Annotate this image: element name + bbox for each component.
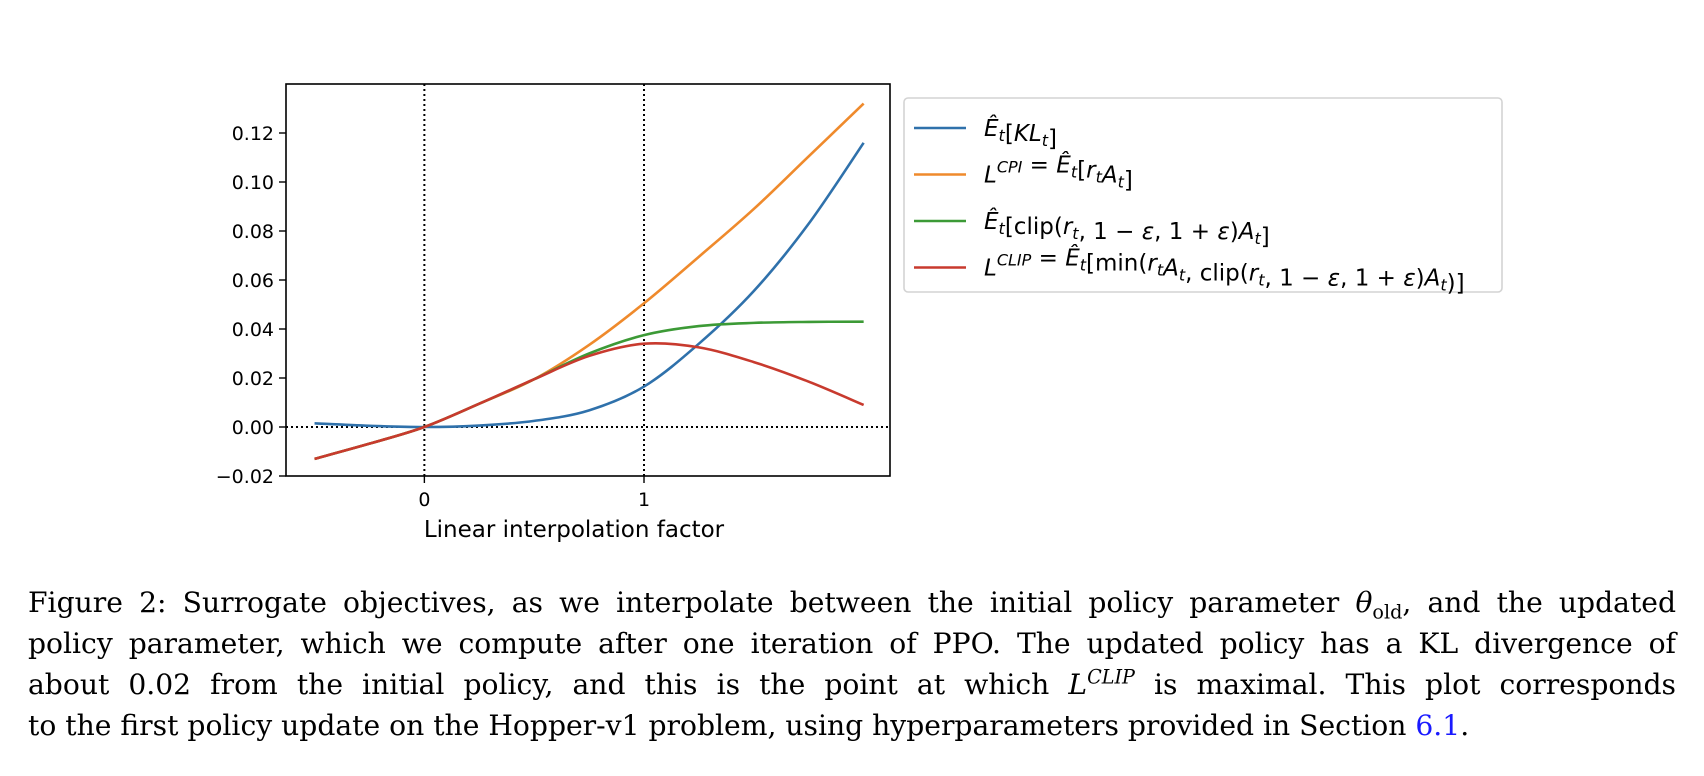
series-line-3	[314, 320, 864, 461]
y-axis: −0.02 0.00 0.02 0.04 0.06 0.08 0.10 0.12	[216, 123, 286, 488]
caption-line-3: about 0.02 from the initial policy, and …	[28, 665, 1676, 701]
legend-label-3: Êt[clip(rt, 1 − ε, 1 + ε)At]	[984, 207, 1270, 250]
y-tick-label: 0.08	[232, 221, 274, 243]
legend-label-2: LCPI = Êt[rtAt]	[984, 151, 1133, 194]
y-tick-label: 0.04	[232, 319, 274, 341]
y-tick-label: 0.06	[232, 270, 274, 292]
caption-line-4: to the first policy update on the Hopper…	[28, 709, 1470, 742]
x-tick-label: 0	[418, 489, 430, 511]
legend-label-4: LCLIP = Êt[min(rtAt, clip(rt, 1 − ε, 1 +…	[984, 244, 1465, 297]
y-tick-label: −0.02	[216, 466, 274, 488]
x-tick-label: 1	[638, 489, 650, 511]
caption-line-2: policy parameter, which we compute after…	[28, 627, 1676, 660]
y-tick-label: 0.00	[232, 417, 274, 439]
theta-symbol: θ	[1355, 586, 1373, 619]
legend-box	[903, 97, 1503, 293]
x-axis-label: Linear interpolation factor	[424, 517, 725, 543]
legend: Êt[KLt]LCPI = Êt[rtAt] Êt[clip(rt, 1 − ε,…	[903, 97, 1503, 297]
y-tick-label: 0.02	[232, 368, 274, 390]
y-tick-label: 0.12	[232, 123, 274, 145]
plot-frame	[285, 83, 891, 477]
y-tick-label: 0.10	[232, 172, 274, 194]
figure-caption: Figure 2: Surrogate objectives, as we in…	[28, 582, 1676, 746]
series-line-2	[314, 102, 865, 461]
series-line-4	[314, 341, 865, 461]
series-line-1	[314, 142, 865, 429]
section-link[interactable]: 6.1	[1415, 709, 1461, 742]
legend-label-1: Êt[KLt]	[984, 114, 1057, 152]
plot-area	[285, 83, 891, 477]
caption-line-1: Figure 2: Surrogate objectives, as we in…	[28, 586, 1677, 624]
caption-label: Figure 2:	[28, 586, 167, 619]
